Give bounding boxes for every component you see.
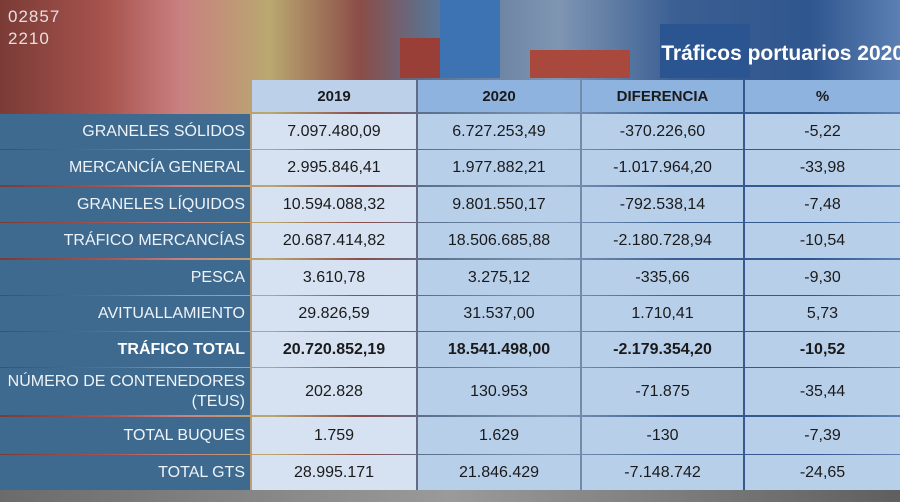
row-label: TOTAL GTS xyxy=(0,455,250,490)
table-cell: -5,22 xyxy=(745,114,900,149)
table-cell: 5,73 xyxy=(745,296,900,331)
table-cell: -130 xyxy=(582,417,743,454)
table-cell: 130.953 xyxy=(418,368,580,415)
table-cell: -7,39 xyxy=(745,417,900,454)
table-cell: -24,65 xyxy=(745,455,900,490)
table-cell: 7.097.480,09 xyxy=(252,114,416,149)
table-cell: 29.826,59 xyxy=(252,296,416,331)
table-cell: 31.537,00 xyxy=(418,296,580,331)
table-cell: -792.538,14 xyxy=(582,187,743,222)
table-cell: -335,66 xyxy=(582,260,743,295)
background-bottom xyxy=(0,490,900,502)
table-cell: 6.727.253,49 xyxy=(418,114,580,149)
column-header: DIFERENCIA xyxy=(582,80,743,112)
column-header: 2019 xyxy=(252,80,416,112)
table-cell: -35,44 xyxy=(745,368,900,415)
table-cell: 1.629 xyxy=(418,417,580,454)
table-cell: -2.179.354,20 xyxy=(582,332,743,367)
row-label: TRÁFICO TOTAL xyxy=(0,332,250,367)
row-label: AVITUALLAMIENTO xyxy=(0,296,250,331)
table-cell: 18.506.685,88 xyxy=(418,223,580,258)
row-label: GRANELES SÓLIDOS xyxy=(0,114,250,149)
table-cell: 202.828 xyxy=(252,368,416,415)
table-cell: -7.148.742 xyxy=(582,455,743,490)
row-label: TRÁFICO MERCANCÍAS xyxy=(0,223,250,258)
table-cell: 9.801.550,17 xyxy=(418,187,580,222)
table-cell: 1.977.882,21 xyxy=(418,150,580,185)
row-label: PESCA xyxy=(0,260,250,295)
table-cell: 10.594.088,32 xyxy=(252,187,416,222)
row-label: MERCANCÍA GENERAL xyxy=(0,150,250,185)
container-shape xyxy=(660,24,750,78)
table-cell: -7,48 xyxy=(745,187,900,222)
table-cell: 3.275,12 xyxy=(418,260,580,295)
table-cell: 2.995.846,41 xyxy=(252,150,416,185)
table-cell: 1.759 xyxy=(252,417,416,454)
page-title: Tráficos portuarios 2020 xyxy=(661,42,900,65)
table-cell: 20.720.852,19 xyxy=(252,332,416,367)
table-cell: -1.017.964,20 xyxy=(582,150,743,185)
row-label: GRANELES LÍQUIDOS xyxy=(0,187,250,222)
container-shape xyxy=(440,0,500,78)
container-shape xyxy=(530,50,630,78)
column-header: % xyxy=(745,80,900,112)
row-label: NÚMERO DE CONTENEDORES (TEUS) xyxy=(0,368,250,415)
table-cell: -370.226,60 xyxy=(582,114,743,149)
table-cell: 3.610,78 xyxy=(252,260,416,295)
table-cell: 20.687.414,82 xyxy=(252,223,416,258)
column-header: 2020 xyxy=(418,80,580,112)
row-label: TOTAL BUQUES xyxy=(0,417,250,454)
container-number: 02857 2210 xyxy=(8,7,61,48)
table-cell: 28.995.171 xyxy=(252,455,416,490)
table-cell: -71.875 xyxy=(582,368,743,415)
table-cell: 21.846.429 xyxy=(418,455,580,490)
table-cell: 1.710,41 xyxy=(582,296,743,331)
table-cell: -10,52 xyxy=(745,332,900,367)
table-cell: -2.180.728,94 xyxy=(582,223,743,258)
table-cell: 18.541.498,00 xyxy=(418,332,580,367)
table-cell: -33,98 xyxy=(745,150,900,185)
table-cell: -10,54 xyxy=(745,223,900,258)
container-shape xyxy=(400,38,440,78)
table-cell: -9,30 xyxy=(745,260,900,295)
